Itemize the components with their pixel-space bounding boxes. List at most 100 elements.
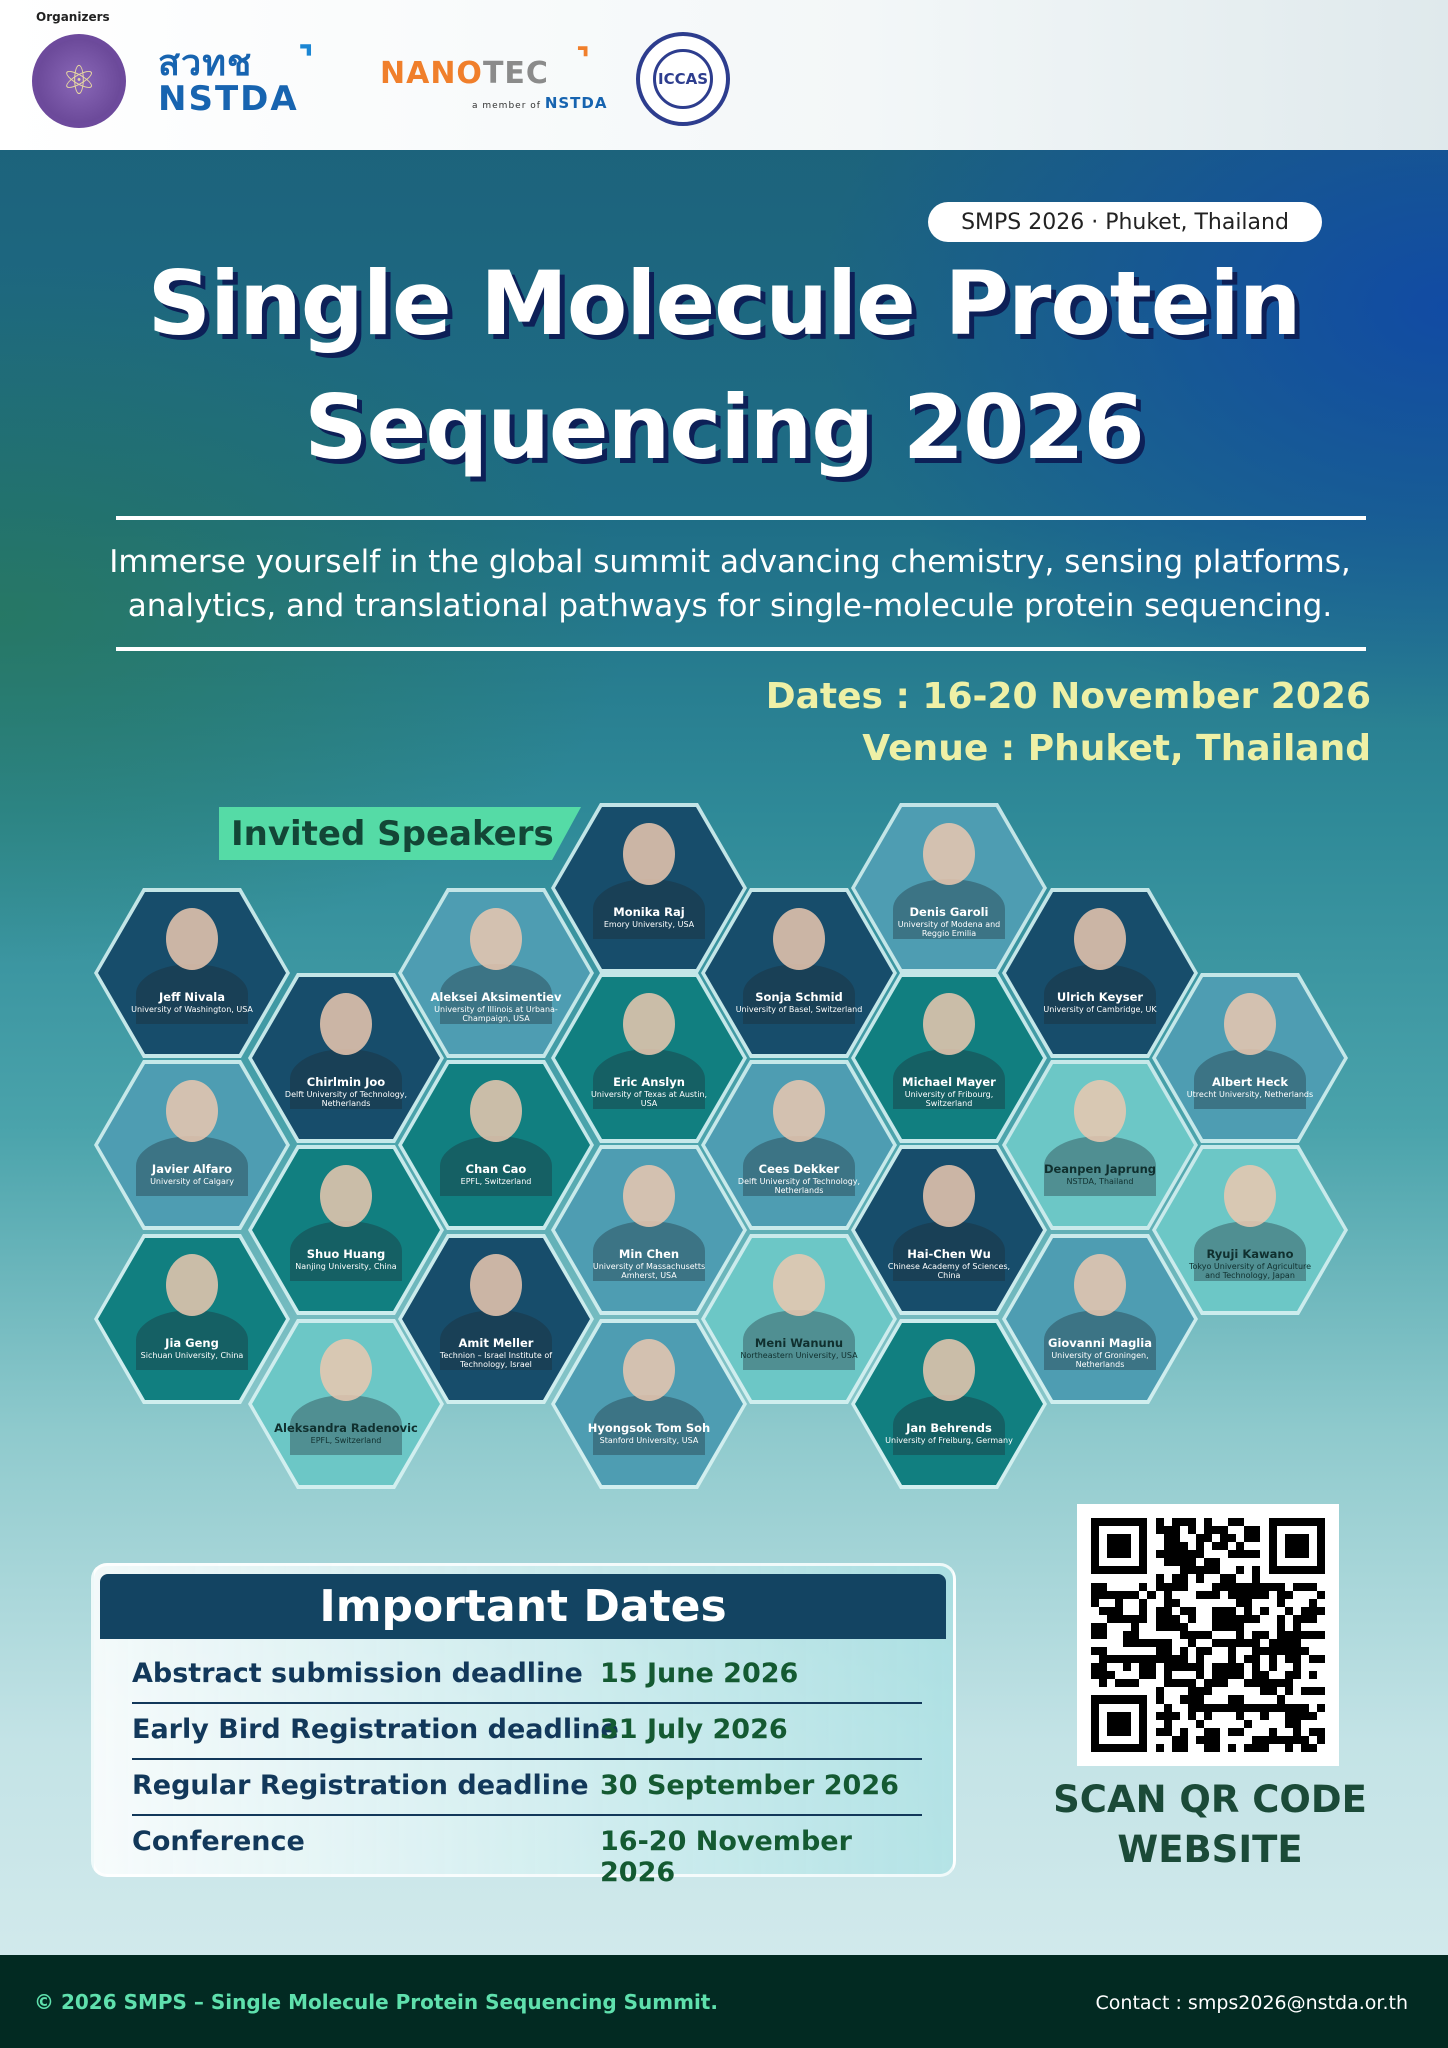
speaker-card-bg: Ulrich Keyser University of Cambridge, U…: [1006, 892, 1194, 1054]
speaker-name: Ryuji Kawano: [1206, 1247, 1294, 1261]
speaker-affiliation: University of Illinois at Urbana-Champai…: [434, 1005, 558, 1023]
iccas-text: ICCAS: [653, 49, 713, 109]
speaker-photo: [166, 1254, 218, 1316]
speaker-photo-shoulders: [290, 1395, 402, 1455]
speaker-card: Michael Mayer University of Fribourg, Sw…: [851, 973, 1047, 1143]
speaker-photo-shoulders: [440, 1136, 552, 1196]
event-venue: Venue : Phuket, Thailand: [862, 728, 1371, 769]
speaker-affiliation: Delft University of Technology, Netherla…: [284, 1090, 408, 1108]
speaker-card-bg: Aleksei Aksimentiev University of Illino…: [402, 892, 590, 1054]
scan-qr-label: SCAN QR CODE: [1053, 1778, 1367, 1821]
date-label: Abstract submission deadline: [132, 1658, 583, 1689]
speaker-card: Jan Behrends University of Freiburg, Ger…: [851, 1319, 1047, 1489]
page-title-line1: Single Molecule Protein: [147, 252, 1302, 355]
row-divider: [132, 1814, 922, 1816]
speaker-card-bg: Albert Heck Utrecht University, Netherla…: [1156, 977, 1344, 1139]
speaker-affiliation: Stanford University, USA: [599, 1436, 699, 1445]
speaker-name: Jia Geng: [165, 1336, 219, 1350]
speaker-affiliation: University of Cambridge, UK: [1043, 1005, 1157, 1014]
speaker-affiliation: University of Washington, USA: [131, 1005, 253, 1014]
speaker-name: Aleksandra Radenovic: [274, 1421, 418, 1435]
website-qr-code[interactable]: [1077, 1504, 1339, 1766]
speaker-photo: [623, 1339, 675, 1401]
ministry-seal-logo: ⚛: [32, 34, 126, 128]
speaker-name: Giovanni Maglia: [1048, 1336, 1152, 1350]
speaker-photo-shoulders: [136, 1136, 248, 1196]
speaker-photo: [1074, 1080, 1126, 1142]
nstda-thai-text: สวทช: [158, 43, 253, 84]
speaker-affiliation: Emory University, USA: [603, 920, 695, 929]
speaker-photo-shoulders: [1194, 1221, 1306, 1281]
speaker-affiliation: University of Modena and Reggio Emilia: [897, 920, 1001, 938]
speaker-card-bg: Sonja Schmid University of Basel, Switze…: [705, 892, 893, 1054]
speaker-photo: [1224, 993, 1276, 1055]
speaker-affiliation: University of Groningen, Netherlands: [1051, 1351, 1149, 1369]
speaker-photo-shoulders: [743, 964, 855, 1024]
speaker-photo: [623, 1165, 675, 1227]
page-title-line2: Sequencing 2026: [304, 376, 1145, 479]
speaker-photo: [1224, 1165, 1276, 1227]
member-prefix: a member of: [472, 101, 541, 111]
invited-speakers-heading: Invited Speakers: [219, 807, 581, 860]
speaker-card: Monika Raj Emory University, USA: [551, 803, 747, 973]
date-label: Early Bird Registration deadline: [132, 1714, 619, 1745]
date-row: Regular Registration deadline 30 Septemb…: [132, 1760, 922, 1816]
speaker-card-bg: Giovanni Maglia University of Groningen,…: [1006, 1238, 1194, 1400]
speaker-name: Hyongsok Tom Soh: [587, 1421, 711, 1435]
speaker-photo-shoulders: [1044, 1310, 1156, 1370]
speaker-card-bg: Denis Garoli University of Modena and Re…: [855, 807, 1043, 969]
speaker-affiliation: University of Calgary: [150, 1177, 234, 1186]
date-label: Conference: [132, 1826, 305, 1857]
divider: [116, 647, 1366, 651]
speaker-affiliation: University of Freiburg, Germany: [885, 1436, 1013, 1445]
row-divider: [132, 1702, 922, 1704]
speaker-photo-shoulders: [440, 964, 552, 1024]
speaker-photo-shoulders: [893, 1221, 1005, 1281]
contact-email[interactable]: Contact : smps2026@nstda.or.th: [1095, 1992, 1408, 2014]
speaker-name: Michael Mayer: [902, 1075, 996, 1089]
divider: [116, 516, 1366, 520]
speaker-name: Deanpen Japrung: [1043, 1162, 1157, 1176]
speaker-name: Chan Cao: [465, 1162, 527, 1176]
speaker-affiliation: Technion – Israel Institute of Technolog…: [439, 1351, 553, 1369]
speaker-photo: [923, 993, 975, 1055]
speaker-affiliation: Delft University of Technology, Netherla…: [737, 1177, 861, 1195]
speaker-name: Javier Alfaro: [151, 1162, 233, 1176]
speaker-card-bg: Monika Raj Emory University, USA: [555, 807, 743, 969]
speaker-name: Amit Meller: [458, 1336, 534, 1350]
speaker-photo-shoulders: [743, 1310, 855, 1370]
speaker-photo: [923, 823, 975, 885]
speaker-card: Sonja Schmid University of Basel, Switze…: [701, 888, 897, 1058]
speaker-photo-shoulders: [593, 879, 705, 939]
row-divider: [132, 1758, 922, 1760]
speaker-photo-shoulders: [593, 1395, 705, 1455]
nano-text: NANO: [380, 56, 483, 91]
speaker-card: Cees Dekker Delft University of Technolo…: [701, 1060, 897, 1230]
speaker-photo: [923, 1165, 975, 1227]
speaker-photo: [470, 908, 522, 970]
speaker-photo-shoulders: [743, 1136, 855, 1196]
footer: [0, 1955, 1448, 2048]
organizers-bar: Organizers ⚛ สวทช NSTDA ⌝ NANOTEC ⌝ a me…: [0, 0, 1448, 150]
speaker-card: Aleksandra Radenovic EPFL, Switzerland: [248, 1319, 444, 1489]
speaker-name: Eric Anslyn: [613, 1075, 685, 1089]
speaker-photo: [166, 908, 218, 970]
date-row: Early Bird Registration deadline 31 July…: [132, 1704, 922, 1760]
swoosh-icon: ⌝: [298, 39, 314, 79]
speaker-affiliation: EPFL, Switzerland: [310, 1436, 382, 1445]
speaker-card-bg: Aleksandra Radenovic EPFL, Switzerland: [252, 1323, 440, 1485]
speaker-card: Shuo Huang Nanjing University, China: [248, 1145, 444, 1315]
speaker-card: Amit Meller Technion – Israel Institute …: [398, 1234, 594, 1404]
speaker-affiliation: University of Basel, Switzerland: [735, 1005, 863, 1014]
speaker-card: Meni Wanunu Northeastern University, USA: [701, 1234, 897, 1404]
speaker-name: Aleksei Aksimentiev: [430, 990, 562, 1004]
copyright-text: © 2026 SMPS – Single Molecule Protein Se…: [34, 1990, 718, 2014]
member-org: NSTDA: [544, 94, 608, 112]
speaker-photo: [320, 1339, 372, 1401]
speaker-card-bg: Javier Alfaro University of Calgary: [98, 1064, 286, 1226]
speaker-affiliation: NSTDA, Thailand: [1066, 1177, 1134, 1186]
speaker-card: Hyongsok Tom Soh Stanford University, US…: [551, 1319, 747, 1489]
speaker-affiliation: University of Fribourg, Switzerland: [904, 1090, 994, 1108]
date-row: Abstract submission deadline 15 June 202…: [132, 1648, 922, 1704]
speaker-photo: [320, 993, 372, 1055]
